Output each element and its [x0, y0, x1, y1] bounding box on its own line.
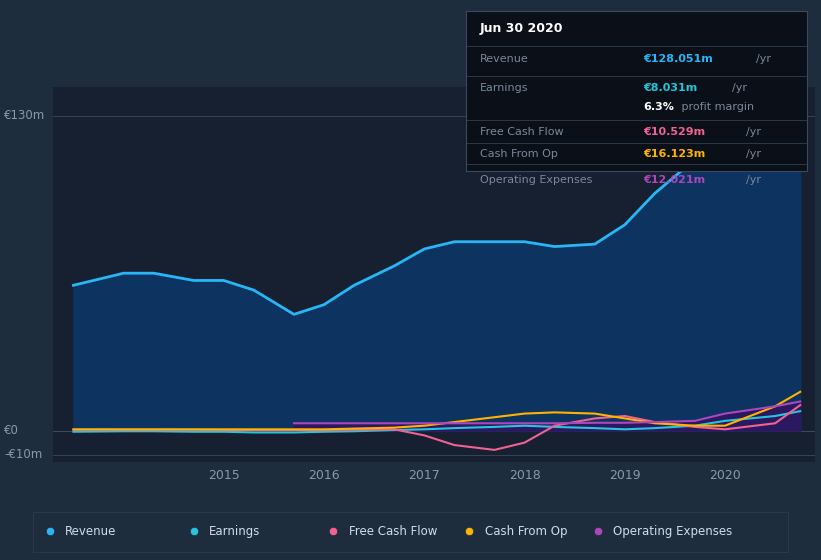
Text: €130m: €130m — [4, 109, 45, 122]
Text: Operating Expenses: Operating Expenses — [613, 525, 732, 538]
Text: /yr: /yr — [756, 54, 771, 64]
Text: €128.051m: €128.051m — [644, 54, 713, 64]
Text: Free Cash Flow: Free Cash Flow — [480, 128, 563, 138]
Text: Jun 30 2020: Jun 30 2020 — [480, 22, 563, 35]
Text: Cash From Op: Cash From Op — [480, 149, 557, 159]
Text: profit margin: profit margin — [677, 102, 754, 112]
Text: Cash From Op: Cash From Op — [484, 525, 567, 538]
Text: -€10m: -€10m — [4, 448, 43, 461]
Text: /yr: /yr — [732, 83, 747, 93]
Text: Free Cash Flow: Free Cash Flow — [349, 525, 437, 538]
Text: €8.031m: €8.031m — [644, 83, 698, 93]
Text: /yr: /yr — [745, 128, 761, 138]
Text: Earnings: Earnings — [480, 83, 529, 93]
Text: 6.3%: 6.3% — [644, 102, 674, 112]
Text: Earnings: Earnings — [209, 525, 260, 538]
Text: €0: €0 — [4, 424, 19, 437]
Text: €12.021m: €12.021m — [644, 175, 705, 185]
Text: /yr: /yr — [745, 175, 761, 185]
Text: €16.123m: €16.123m — [644, 149, 706, 159]
Text: €10.529m: €10.529m — [644, 128, 705, 138]
Text: Revenue: Revenue — [480, 54, 529, 64]
Text: Operating Expenses: Operating Expenses — [480, 175, 592, 185]
Text: /yr: /yr — [745, 149, 761, 159]
Text: Revenue: Revenue — [66, 525, 117, 538]
